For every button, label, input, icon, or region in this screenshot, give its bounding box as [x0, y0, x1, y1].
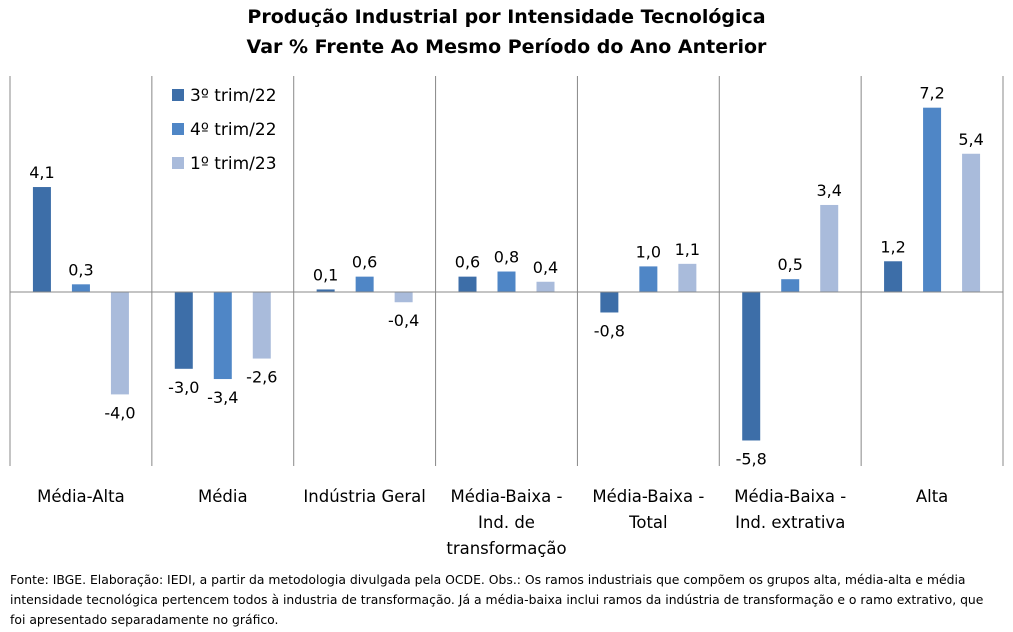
bar — [458, 276, 477, 292]
data-label: 5,4 — [958, 130, 983, 149]
x-tick-label: Média-Alta — [37, 487, 125, 506]
bar — [355, 276, 374, 292]
x-tick-label: Média-Baixa - — [450, 487, 562, 506]
bar — [962, 153, 981, 292]
bar — [497, 271, 516, 292]
legend-swatch — [172, 89, 184, 101]
legend-swatch — [172, 157, 184, 169]
bar — [316, 289, 335, 292]
legend-label: 4º trim/22 — [190, 120, 277, 140]
x-tick-label: Total — [628, 513, 668, 532]
data-label: -0,8 — [594, 321, 625, 340]
x-tick-label: Média-Baixa - — [734, 487, 846, 506]
x-tick-label: Alta — [916, 487, 948, 506]
bar — [639, 266, 658, 292]
chart-footnote: Fonte: IBGE. Elaboração: IEDI, a partir … — [10, 572, 984, 627]
legend-swatch — [172, 123, 184, 135]
data-label: -4,0 — [104, 403, 135, 422]
bar — [394, 292, 413, 303]
data-label: 7,2 — [919, 84, 944, 103]
chart-subtitle: Var % Frente Ao Mesmo Período do Ano Ant… — [246, 36, 767, 58]
x-tick-label: transformação — [446, 539, 566, 558]
data-label: 0,6 — [352, 253, 377, 272]
bar — [600, 292, 619, 313]
data-label: 0,6 — [455, 253, 480, 272]
bar — [71, 284, 90, 292]
bar — [923, 107, 942, 293]
x-tick-label: Ind. de — [478, 513, 535, 532]
data-label: 1,1 — [675, 240, 700, 259]
data-label: 1,2 — [880, 237, 905, 256]
bar — [32, 187, 51, 292]
legend-label: 3º trim/22 — [190, 86, 277, 106]
bar — [781, 279, 800, 292]
bar — [884, 261, 903, 292]
bar — [678, 263, 697, 292]
bar — [110, 292, 129, 395]
chart-title: Produção Industrial por Intensidade Tecn… — [247, 6, 766, 28]
bar — [213, 292, 232, 380]
data-label: 0,4 — [533, 258, 558, 277]
bar — [536, 281, 555, 292]
x-tick-label: Ind. extrativa — [735, 513, 845, 532]
bar — [174, 292, 193, 369]
data-label: 0,8 — [494, 248, 519, 267]
data-label: 4,1 — [29, 163, 54, 182]
bar — [252, 292, 271, 359]
legend-label: 1º trim/23 — [190, 154, 277, 174]
data-label: 0,5 — [777, 255, 802, 274]
x-tick-label: Indústria Geral — [303, 487, 425, 506]
bar — [820, 204, 839, 292]
data-label: 3,4 — [816, 181, 841, 200]
data-label: -0,4 — [388, 311, 419, 330]
x-tick-label: Média-Baixa - — [592, 487, 704, 506]
bar — [742, 292, 761, 441]
data-label: 1,0 — [636, 242, 661, 261]
data-label: -2,6 — [246, 368, 277, 387]
data-label: 0,3 — [68, 260, 93, 279]
data-label: -3,4 — [207, 388, 238, 407]
bar-chart: 4,1 -3,0 0,1 0,6 -0,8 -5,8 1,2 0,3 -3,4 0,6 0,8 1,0… — [9, 76, 1004, 558]
x-tick-label: Média — [198, 487, 248, 506]
data-label: -5,8 — [736, 449, 767, 468]
data-label: -3,0 — [168, 378, 199, 397]
data-label: 0,1 — [313, 265, 338, 284]
